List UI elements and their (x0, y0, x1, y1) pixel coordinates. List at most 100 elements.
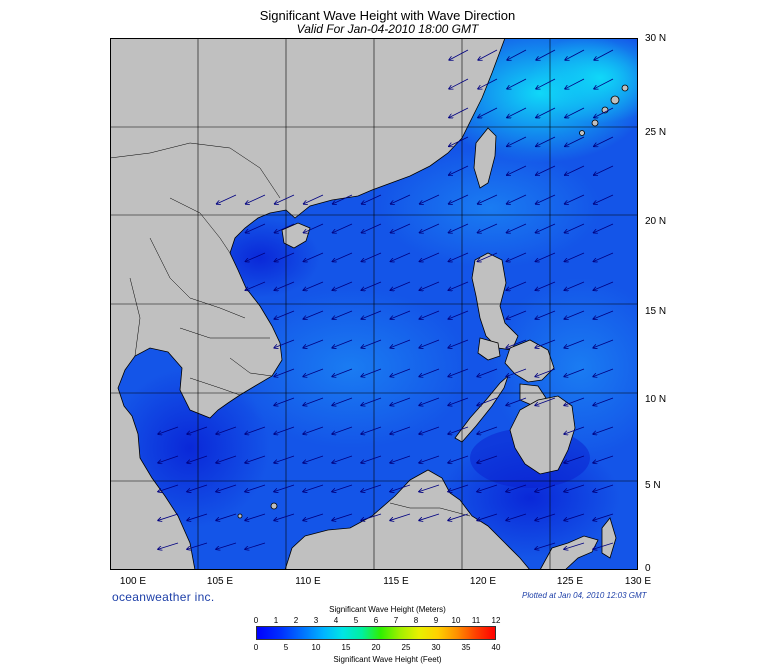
wave-arrow (420, 194, 440, 204)
wave-arrow (303, 455, 324, 463)
wave-arrow (274, 339, 295, 348)
wave-arrow (448, 310, 469, 319)
wave-arrow (565, 49, 585, 60)
wave-arrow (419, 484, 440, 492)
wave-arrow (275, 223, 295, 233)
wave-arrow (593, 339, 614, 348)
meter-tick: 9 (433, 616, 439, 625)
wave-arrow (449, 165, 469, 175)
wave-arrow (536, 223, 556, 233)
wave-arrow (477, 426, 498, 434)
wave-arrow (565, 107, 585, 118)
wave-arrow (332, 368, 353, 377)
wave-arrow (245, 484, 266, 492)
wave-arrow (477, 513, 498, 520)
wave-arrow (158, 426, 179, 434)
wave-arrow (594, 107, 614, 118)
wave-arrow (245, 455, 266, 463)
feet-tick: 15 (341, 643, 351, 652)
lat-label-10n: 10 N (645, 394, 667, 405)
wave-arrow (507, 49, 527, 60)
wave-arrow (332, 426, 353, 434)
wave-arrow (332, 513, 353, 520)
wave-arrow (304, 223, 324, 233)
wave-arrow (448, 397, 469, 405)
wave-arrow (390, 310, 411, 319)
wave-arrow (390, 484, 411, 492)
lon-label-105e: 105 E (206, 576, 234, 587)
meter-tick: 5 (353, 616, 359, 625)
wave-arrow (536, 194, 556, 204)
wave-arrow (535, 368, 556, 377)
wave-arrow (303, 339, 324, 348)
wave-arrow (593, 484, 614, 492)
wave-arrow (245, 513, 266, 520)
wave-arrow (361, 252, 382, 261)
wave-arrow (158, 455, 179, 463)
wave-arrow (449, 194, 469, 204)
wave-arrow (419, 339, 440, 348)
wave-arrow (333, 223, 353, 233)
wave-arrow (536, 136, 556, 146)
map-frame (110, 38, 638, 570)
wave-arrow (216, 513, 237, 520)
wave-arrow (332, 252, 353, 261)
wave-arrow (361, 281, 382, 290)
wave-arrow (565, 78, 585, 89)
wave-arrow (274, 455, 295, 463)
wave-arrow (419, 310, 440, 319)
wave-arrow (507, 78, 527, 89)
palawan-island (454, 374, 509, 443)
wave-arrow (594, 194, 614, 204)
meter-tick: 7 (393, 616, 399, 625)
valid-time-subtitle: Valid For Jan-04-2010 18:00 GMT (296, 22, 479, 36)
wave-arrow (506, 368, 527, 377)
wave-arrow (303, 397, 324, 405)
meter-tick: 0 (253, 616, 259, 625)
wave-arrow (535, 542, 556, 549)
wave-arrow (303, 252, 324, 261)
meter-tick: 2 (293, 616, 299, 625)
wave-arrow (332, 310, 353, 319)
wave-arrow (391, 223, 411, 233)
wave-arrow (419, 252, 440, 261)
wave-arrow (564, 368, 585, 377)
wave-arrow (535, 252, 556, 261)
wave-arrow (303, 426, 324, 434)
feet-tick: 40 (491, 643, 501, 652)
wave-arrow (477, 368, 498, 377)
wave-arrow (361, 455, 382, 463)
wave-arrow (478, 107, 498, 118)
wave-arrow (448, 281, 469, 290)
wave-arrow (158, 484, 179, 492)
wave-arrow (448, 339, 469, 348)
wave-arrow (246, 194, 266, 204)
graticule (110, 38, 638, 570)
wave-arrow (593, 542, 614, 549)
wave-arrow (362, 223, 382, 233)
taiwan-island (473, 127, 497, 189)
wave-arrow (419, 513, 440, 520)
wave-arrow (564, 455, 585, 463)
wave-arrow (564, 542, 585, 549)
wave-arrow (506, 397, 527, 405)
meter-tick: 3 (313, 616, 319, 625)
wave-arrow (390, 368, 411, 377)
wave-arrow (390, 252, 411, 261)
wave-arrow (187, 426, 208, 434)
wave-arrow (361, 426, 382, 434)
wave-arrow (391, 194, 411, 204)
feet-tick: 35 (461, 643, 471, 652)
lon-label-110e: 110 E (295, 576, 321, 587)
wave-arrow (274, 397, 295, 405)
wave-arrow (477, 455, 498, 463)
wave-arrow (274, 310, 295, 319)
wave-arrow (478, 194, 498, 204)
wave-arrow (274, 252, 295, 261)
wave-arrow (304, 194, 324, 204)
feet-tick: 25 (401, 643, 411, 652)
wave-arrow (303, 368, 324, 377)
land (110, 38, 629, 570)
wave-arrow (565, 194, 585, 204)
wave-arrow (593, 368, 614, 377)
